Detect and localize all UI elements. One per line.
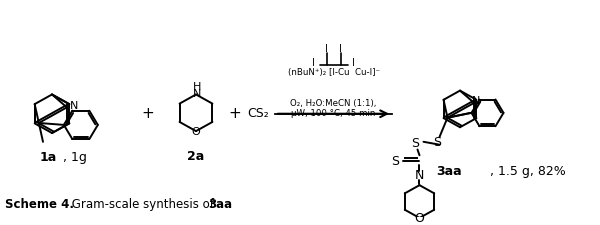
Text: S: S	[391, 155, 400, 168]
Text: H: H	[193, 82, 201, 92]
Text: CS₂: CS₂	[247, 107, 269, 120]
Text: I: I	[352, 58, 355, 68]
Text: S: S	[412, 137, 419, 150]
Text: O₂, H₂O:MeCN (1:1),: O₂, H₂O:MeCN (1:1),	[290, 99, 377, 108]
Text: I: I	[325, 44, 328, 54]
Text: S: S	[433, 136, 442, 149]
Text: N: N	[193, 88, 201, 99]
Text: N: N	[70, 101, 78, 111]
Text: 2a: 2a	[187, 150, 205, 163]
Text: N: N	[472, 96, 481, 106]
Text: N: N	[415, 169, 424, 182]
Text: O: O	[191, 127, 200, 137]
Text: , 1.5 g, 82%: , 1.5 g, 82%	[490, 165, 566, 178]
Text: μW, 100 °C, 45 min: μW, 100 °C, 45 min	[292, 109, 376, 118]
Text: , 1g: , 1g	[63, 151, 87, 164]
Text: Gram-scale synthesis of: Gram-scale synthesis of	[68, 198, 218, 211]
Text: 3aa: 3aa	[436, 165, 462, 178]
Text: O: O	[415, 212, 424, 225]
Text: 3aa: 3aa	[208, 198, 232, 211]
Text: +: +	[229, 106, 241, 121]
Text: +: +	[142, 106, 154, 121]
Text: (nBuN⁺)₂ [I-Cu  Cu-I]⁻: (nBuN⁺)₂ [I-Cu Cu-I]⁻	[287, 68, 380, 77]
Text: I: I	[339, 44, 342, 54]
Text: Scheme 4.: Scheme 4.	[5, 198, 74, 211]
Text: I: I	[312, 58, 315, 68]
Text: 1a: 1a	[40, 151, 56, 164]
